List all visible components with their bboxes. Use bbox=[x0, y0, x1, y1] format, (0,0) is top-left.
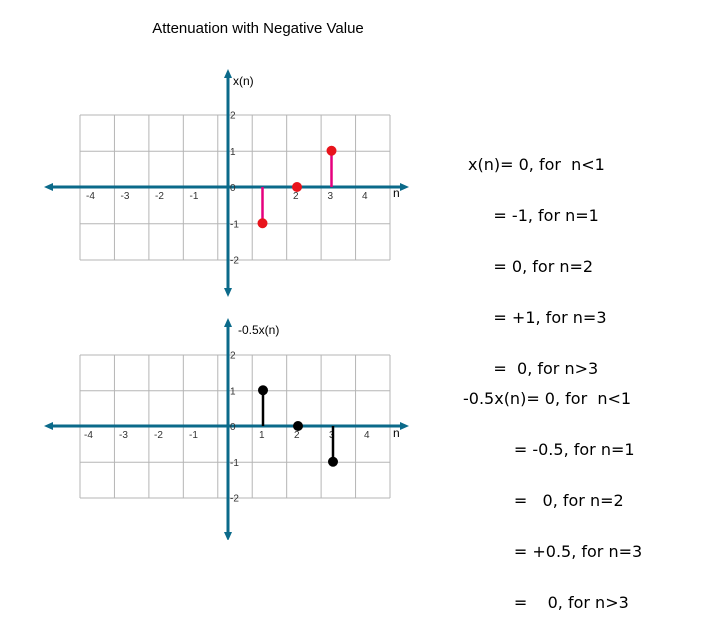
equation-line: = +0.5, for n=3 bbox=[463, 542, 643, 561]
equation-line: = -0.5, for n=1 bbox=[463, 440, 635, 459]
equation-line: = +1, for n=3 bbox=[468, 308, 607, 327]
data-point bbox=[257, 218, 268, 229]
y-tick-label: 1 bbox=[230, 386, 236, 397]
x-tick-label: -1 bbox=[190, 191, 199, 202]
equation-line: -0.5x(n)= 0, for n<1 bbox=[463, 389, 632, 408]
x-tick-label: 4 bbox=[364, 430, 370, 441]
data-point bbox=[293, 421, 303, 431]
data-point bbox=[328, 456, 338, 467]
equation-top: x(n)= 0, for n<1 = -1, for n=1 = 0, for … bbox=[468, 122, 607, 394]
y-tick-label: 1 bbox=[230, 147, 236, 158]
x-tick-label: 2 bbox=[293, 191, 299, 202]
equation-line: = 0, for n>3 bbox=[468, 359, 599, 378]
x-tick-label: 4 bbox=[362, 191, 368, 202]
x-tick-label: 2 bbox=[294, 430, 300, 441]
x-tick-label: 0 bbox=[230, 183, 236, 194]
x-tick-label: -1 bbox=[189, 430, 198, 441]
x-tick-label: -4 bbox=[86, 191, 95, 202]
equation-line: = 0, for n=2 bbox=[463, 491, 624, 510]
y-tick-label: -2 bbox=[230, 256, 239, 267]
x-tick-label: -3 bbox=[121, 191, 130, 202]
equation-line: = 0, for n>3 bbox=[463, 593, 629, 612]
data-point bbox=[258, 385, 268, 396]
y-tick-label: -1 bbox=[230, 219, 239, 230]
x-tick-label: -2 bbox=[155, 191, 164, 202]
x-axis-label: n bbox=[393, 426, 400, 440]
data-point bbox=[326, 145, 337, 156]
x-tick-label: -3 bbox=[119, 430, 128, 441]
equation-line: = -1, for n=1 bbox=[468, 206, 599, 225]
charts-canvas: x(n) n -4 -3 -2 -1 0 2 3 4 2 1 -1 -2 -0.5x(n) n -4 -3 -2 -1… bbox=[44, 69, 409, 540]
x-axis-label: n bbox=[393, 186, 400, 200]
y-tick-label: -1 bbox=[230, 458, 239, 469]
y-tick-label: 2 bbox=[230, 111, 236, 122]
x-tick-label: 3 bbox=[328, 191, 334, 202]
equation-line: = 0, for n=2 bbox=[468, 257, 594, 276]
y-tick-label: 2 bbox=[230, 351, 236, 362]
y-axis-label: -0.5x(n) bbox=[238, 323, 279, 337]
x-tick-label: -4 bbox=[84, 430, 93, 441]
x-tick-label: -2 bbox=[154, 430, 163, 441]
y-axis-label: x(n) bbox=[233, 74, 254, 88]
equation-line: x(n)= 0, for n<1 bbox=[468, 155, 605, 174]
x-tick-label: 1 bbox=[259, 430, 265, 441]
x-tick-label: 0 bbox=[230, 422, 236, 433]
data-point bbox=[292, 182, 302, 192]
page-title: Attenuation with Negative Value bbox=[152, 20, 364, 37]
y-tick-label: -2 bbox=[230, 494, 239, 505]
